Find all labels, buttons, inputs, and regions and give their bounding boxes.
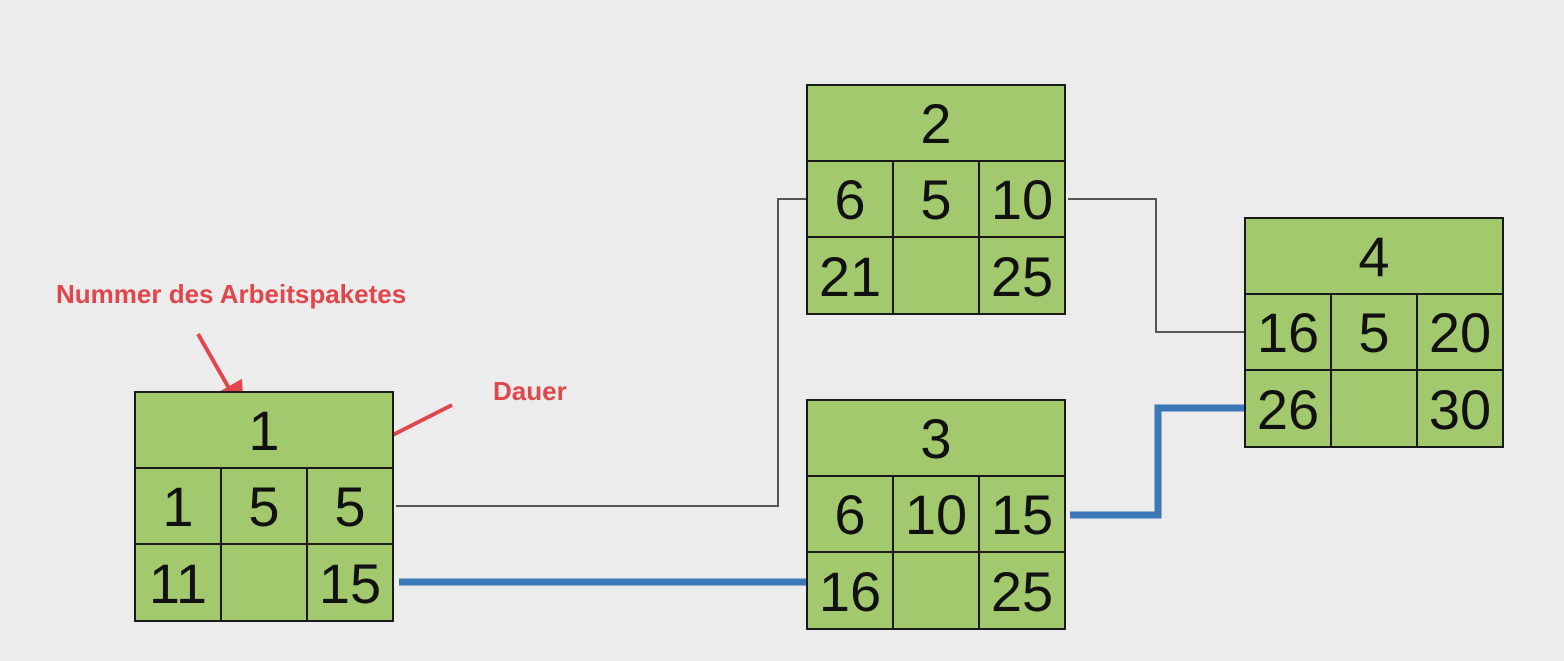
- node-number: 3: [808, 401, 1064, 477]
- latest-finish: 30: [1428, 377, 1492, 441]
- float: [894, 553, 980, 629]
- float: [894, 238, 980, 314]
- latest-finish: 25: [990, 244, 1054, 308]
- earliest-start: 6: [808, 162, 894, 238]
- annotation-work-package-number: Nummer des Arbeitspaketes: [56, 279, 407, 309]
- earliest-start: 16: [1246, 295, 1332, 371]
- float: [1332, 371, 1418, 447]
- earliest-start: 1: [136, 469, 222, 545]
- node-number: 2: [808, 86, 1064, 162]
- edge-1-2: [396, 198, 807, 507]
- edge-2-4: [1068, 198, 1245, 333]
- latest-start: 26: [1246, 371, 1332, 447]
- work-package-node-2: 2 6 5 10 21 25: [806, 84, 1066, 315]
- edge-3-4-critical: [1070, 404, 1246, 519]
- duration: 5: [222, 469, 308, 545]
- work-package-node-3: 3 6 10 15 16 25: [806, 399, 1066, 630]
- duration: 5: [1332, 295, 1418, 371]
- latest-finish: 25: [990, 559, 1054, 623]
- node-number: 1: [136, 393, 392, 469]
- earliest-finish: 20: [1418, 295, 1502, 371]
- annotation-duration: Dauer: [493, 376, 567, 406]
- latest-start: 16: [808, 553, 894, 629]
- work-package-node-4: 4 16 5 20 26 30: [1244, 217, 1504, 448]
- earliest-finish: 15: [980, 477, 1064, 553]
- node-number: 4: [1246, 219, 1502, 295]
- work-package-node-1: 1 1 5 5 11 15: [134, 391, 394, 622]
- earliest-finish: 10: [980, 162, 1064, 238]
- latest-finish: 15: [318, 551, 382, 615]
- duration: 5: [894, 162, 980, 238]
- earliest-start: 6: [808, 477, 894, 553]
- earliest-finish: 5: [308, 469, 392, 545]
- duration: 10: [894, 477, 980, 553]
- latest-start: 11: [136, 545, 222, 621]
- float: [222, 545, 308, 621]
- latest-start: 21: [808, 238, 894, 314]
